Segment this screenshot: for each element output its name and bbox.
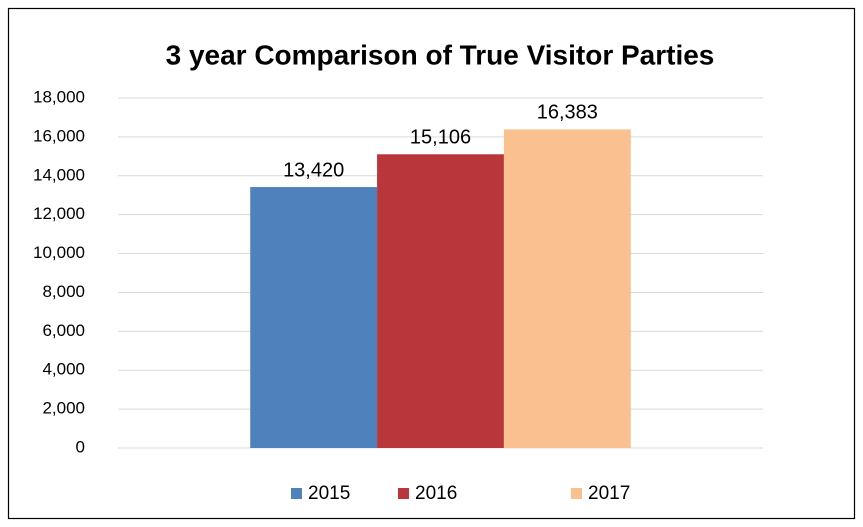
y-tick-label: 2,000 (42, 399, 85, 418)
data-label: 16,383 (537, 102, 598, 124)
y-tick-label: 14,000 (33, 165, 85, 184)
legend-label: 2016 (415, 483, 457, 504)
legend-swatch (571, 488, 582, 499)
legend-label: 2015 (308, 483, 350, 504)
data-label: 13,420 (283, 159, 344, 181)
legend-swatch (291, 488, 302, 499)
bar (503, 129, 631, 449)
legend-label: 2017 (588, 483, 630, 504)
y-tick-label: 10,000 (33, 243, 85, 262)
y-tick-label: 0 (76, 437, 85, 456)
y-tick-label: 16,000 (33, 126, 85, 145)
chart-title: 3 year Comparison of True Visitor Partie… (166, 39, 715, 70)
y-tick-label: 8,000 (42, 282, 85, 301)
legend-swatch (398, 488, 409, 499)
y-tick-label: 6,000 (42, 321, 85, 340)
y-tick-label: 4,000 (42, 360, 85, 379)
data-label: 15,106 (410, 127, 471, 149)
bar (377, 154, 504, 448)
bar (250, 187, 378, 449)
y-tick-label: 18,000 (33, 87, 85, 106)
y-tick-label: 12,000 (33, 204, 85, 223)
